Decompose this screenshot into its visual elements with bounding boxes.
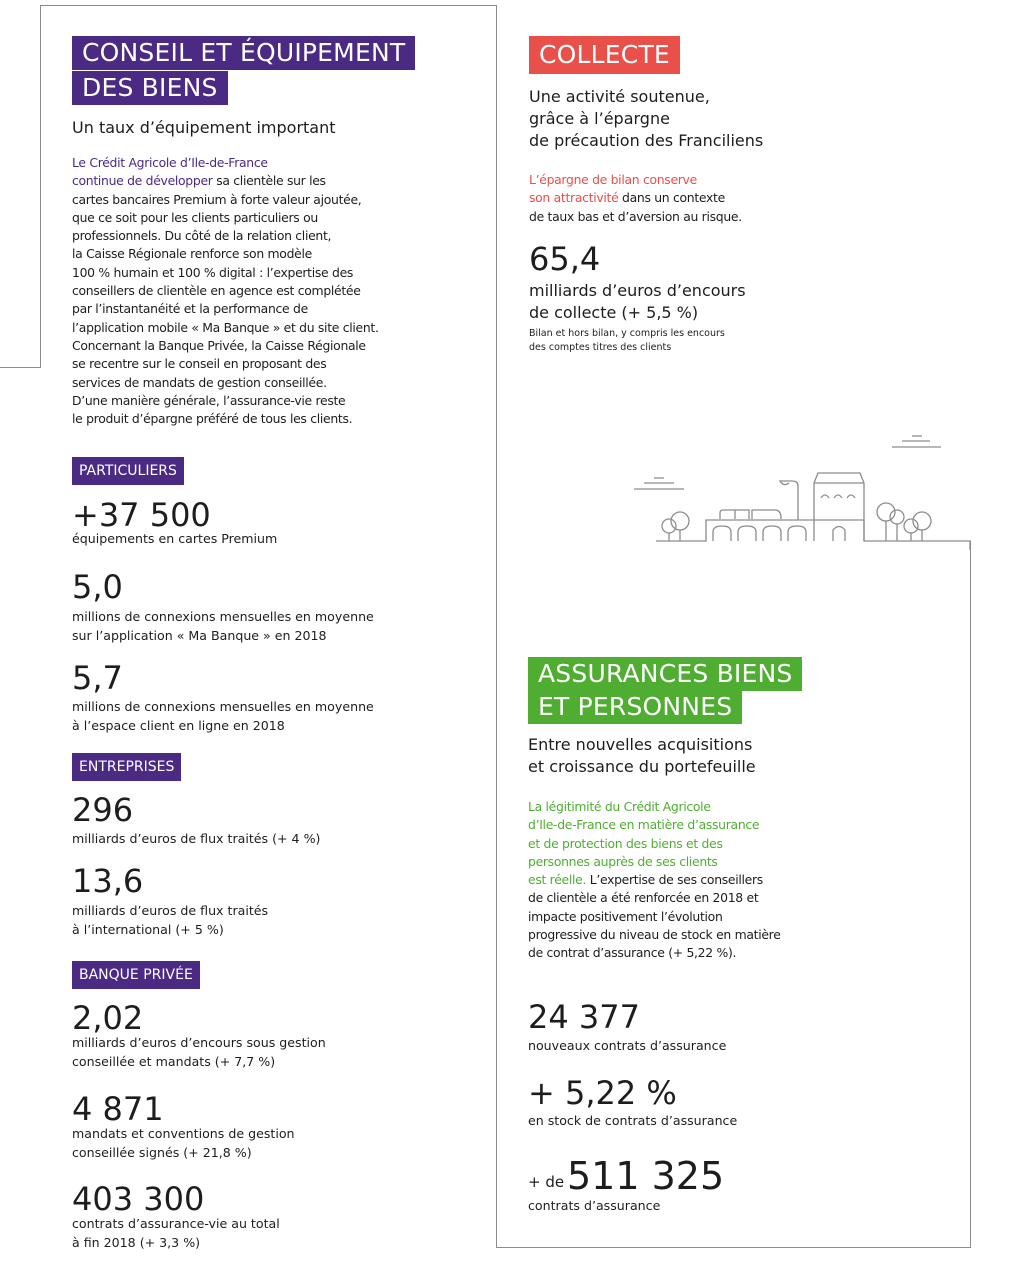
stat-prefix: + de xyxy=(528,1173,565,1191)
intro-paragraph: Le Crédit Agricole d’Ile-de-France conti… xyxy=(72,154,392,428)
badge-banque-privee: BANQUE PRIVÉE xyxy=(72,961,200,989)
section-subtitle: Entre nouvelles acquisitions et croissan… xyxy=(528,735,756,776)
section-title: ASSURANCES BIENS xyxy=(528,657,803,691)
stat-label: contrats d’assurance-vie au total à fin … xyxy=(72,1216,280,1250)
badge-particuliers: PARTICULIERS xyxy=(72,457,184,485)
stat-label: en stock de contrats d’assurance xyxy=(528,1113,738,1128)
highlight-text: L’épargne de bilan conserve son attracti… xyxy=(529,172,697,206)
body-text: sa clientèle sur les cartes bancaires Pr… xyxy=(72,173,379,427)
stat-label: milliards d’euros d’encours sous gestion… xyxy=(72,1035,326,1069)
stat-value: 5,0 xyxy=(72,568,123,606)
frame-line xyxy=(0,367,41,368)
stat-label: milliards d’euros d’encours de collecte … xyxy=(529,281,746,322)
frame-line xyxy=(496,1247,971,1248)
section-subtitle: Un taux d’équipement important xyxy=(72,118,336,137)
assurances-paragraph: La légitimité du Crédit Agricole d’Ile-d… xyxy=(528,798,808,963)
stat-label: milliards d’euros de flux traités à l’in… xyxy=(72,903,269,937)
highlight-text: Le Crédit Agricole d’Ile-de-France conti… xyxy=(72,155,268,189)
section-title: COLLECTE xyxy=(529,36,680,74)
stat-value: 511 325 xyxy=(567,1154,725,1198)
stat-label: millions de connexions mensuelles en moy… xyxy=(72,699,374,733)
stat-value: 4 871 xyxy=(72,1090,164,1128)
highlight-text: La légitimité du Crédit Agricole d’Ile-d… xyxy=(528,799,760,888)
stat-label: contrats d’assurance xyxy=(528,1198,661,1213)
frame-line xyxy=(40,5,41,368)
section-title: DES BIENS xyxy=(72,71,228,105)
stat-value: 13,6 xyxy=(72,862,144,900)
badge-entreprises: ENTREPRISES xyxy=(72,753,182,781)
stat-label: nouveaux contrats d’assurance xyxy=(528,1038,727,1053)
body-text: L’expertise de ses conseillers de client… xyxy=(528,872,781,961)
stat-value: 5,7 xyxy=(72,659,123,697)
stat-label: milliards d’euros de flux traités (+ 4 %… xyxy=(72,831,321,846)
stat-value: +37 500 xyxy=(72,496,211,534)
footnote: Bilan et hors bilan, y compris les encou… xyxy=(529,328,725,353)
section-title: CONSEIL ET ÉQUIPEMENT xyxy=(72,36,416,70)
stat-label: mandats et conventions de gestion consei… xyxy=(72,1126,295,1160)
section-title: ET PERSONNES xyxy=(528,690,743,724)
frame-line xyxy=(970,541,971,1248)
stat-label: millions de connexions mensuelles en moy… xyxy=(72,609,374,643)
stat-value: 403 300 xyxy=(72,1180,205,1218)
section-subtitle: Une activité soutenue, grâce à l’épargne… xyxy=(529,87,764,150)
stat-value: 65,4 xyxy=(529,240,601,278)
stat-label: équipements en cartes Premium xyxy=(72,531,278,546)
cityscape-icon xyxy=(634,435,971,550)
frame-line xyxy=(40,5,497,6)
frame-line xyxy=(496,5,497,1248)
stat-value: + 5,22 % xyxy=(528,1074,677,1112)
collecte-paragraph: L’épargne de bilan conserve son attracti… xyxy=(529,171,789,226)
stat-value: 2,02 xyxy=(72,999,144,1037)
body-text: dans un contexte de taux bas et d’aversi… xyxy=(529,190,742,224)
stat-value: 24 377 xyxy=(528,998,640,1036)
stat-value: 296 xyxy=(72,791,134,829)
